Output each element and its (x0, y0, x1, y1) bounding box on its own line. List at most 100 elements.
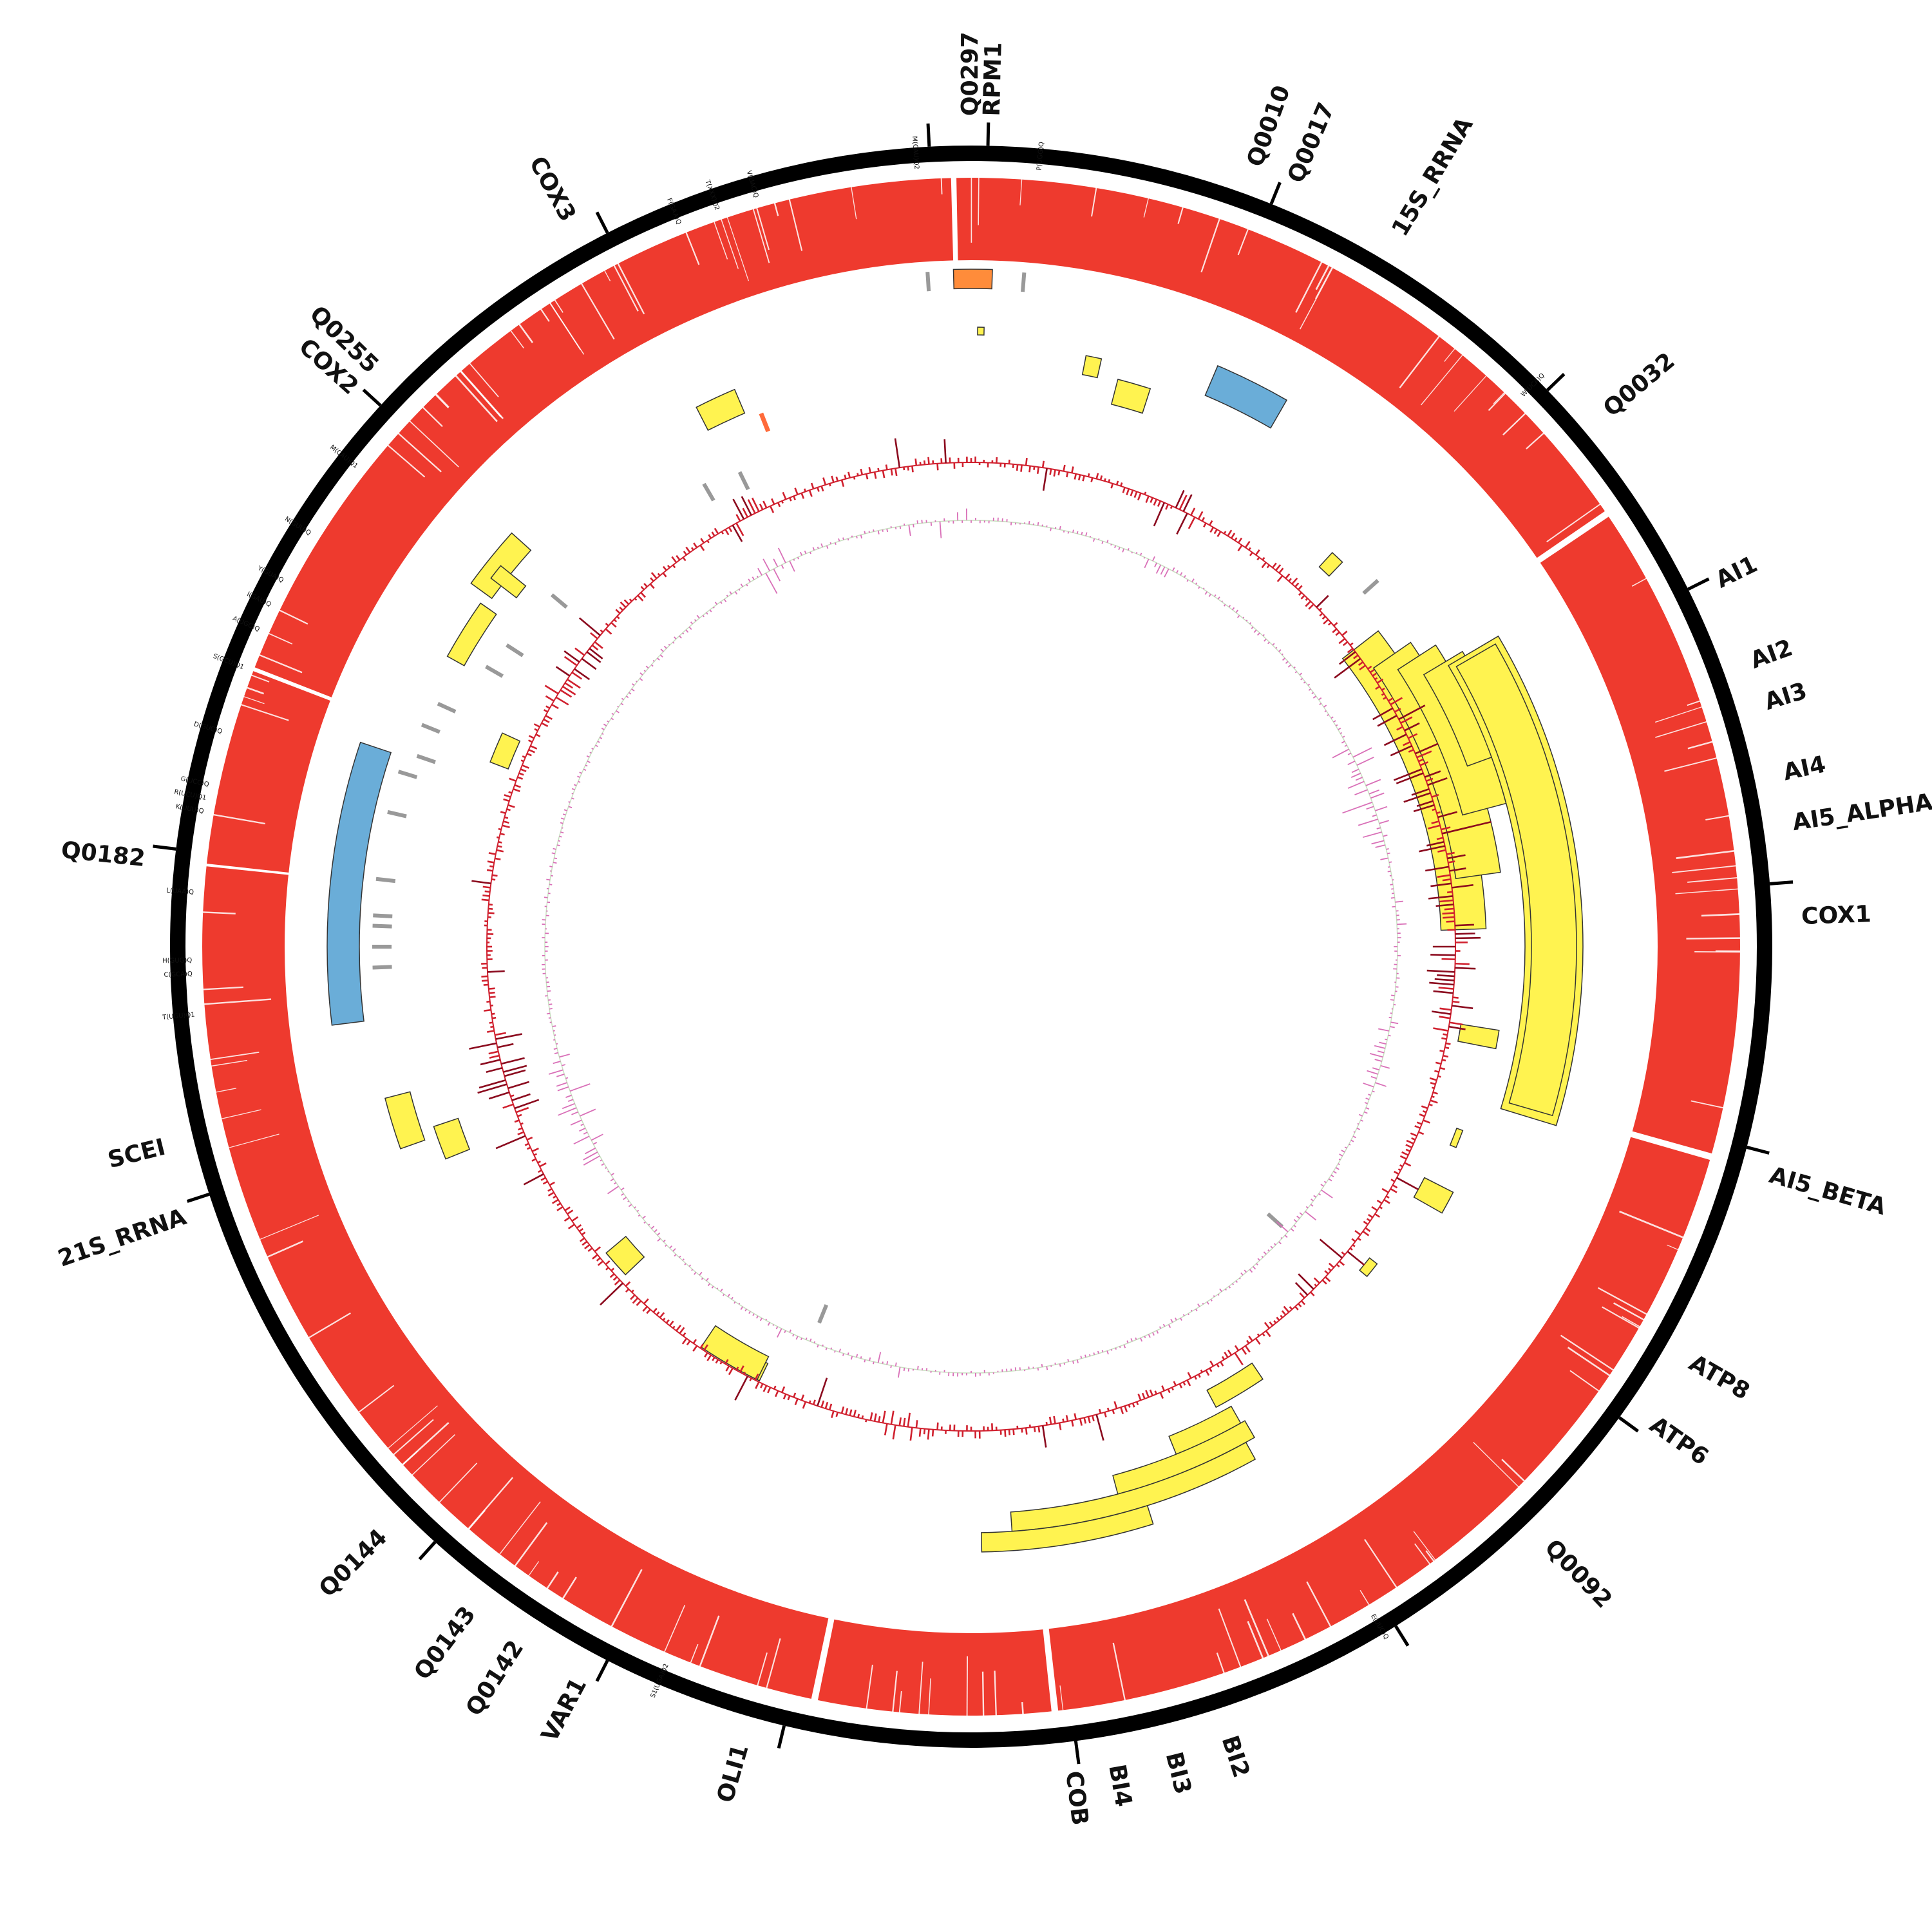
gc-skew-spike (907, 466, 909, 471)
gc-skew-spike (612, 1276, 618, 1281)
gc-content-spike (571, 793, 574, 795)
gc-content-spike (702, 614, 705, 618)
gc-skew-spike (1016, 464, 1019, 471)
gc-content-spike (748, 1311, 751, 1314)
gc-content-spike (1375, 844, 1386, 848)
gc-skew-spike (732, 498, 745, 520)
coverage-dip (1493, 391, 1506, 404)
gc-content-spike (625, 696, 629, 698)
gc-skew-spike (597, 1260, 604, 1266)
coverage-dip (1686, 937, 1741, 940)
coverage-dip (1619, 1210, 1685, 1239)
gc-skew-spike (507, 1081, 530, 1090)
gc-content-spike (1380, 857, 1388, 860)
coverage-dip (685, 231, 700, 265)
gc-content-spike (1379, 1041, 1387, 1045)
gc-content-spike (1208, 593, 1211, 598)
gc-skew-spike (1383, 1198, 1390, 1204)
gene-label: Q0017 (1283, 99, 1340, 187)
gc-content-spike (1175, 1317, 1177, 1321)
gc-content-spike (1313, 1195, 1317, 1198)
gene-label: Q0182 (60, 837, 146, 872)
feature-box (384, 1091, 426, 1150)
gc-content-track (542, 508, 1407, 1378)
gc-content-spike (797, 556, 799, 560)
gc-skew-spike (1426, 969, 1455, 973)
gc-skew-spike (1416, 800, 1434, 807)
gene-boundary-tick (926, 123, 931, 147)
coverage-dip (421, 406, 443, 428)
gc-content-spike (1097, 1350, 1099, 1354)
gc-skew-spike (662, 565, 667, 571)
gc-skew-spike (699, 544, 705, 551)
gc-skew-spike (1377, 715, 1397, 727)
gc-content-spike (1335, 1167, 1340, 1170)
gc-skew-spike (1276, 1316, 1280, 1321)
gc-content-spike (789, 560, 795, 572)
gc-skew-spike (1430, 1081, 1436, 1085)
gc-skew-spike (487, 1030, 495, 1033)
coverage-dip (850, 185, 857, 220)
gc-skew-spike (1182, 1381, 1186, 1386)
trna-tick (1362, 579, 1379, 595)
gc-skew-spike (1205, 1370, 1210, 1376)
gc-content-spike (756, 575, 759, 578)
gc-skew-spike (1255, 549, 1260, 556)
gc-skew-spike (1098, 1408, 1102, 1414)
gc-content-spike (842, 1353, 844, 1356)
gc-skew-spike (759, 504, 764, 510)
feature-box (489, 732, 521, 770)
gc-skew-spike (762, 500, 768, 509)
gc-skew-spike (564, 1206, 571, 1211)
gc-skew-spike (1327, 1267, 1332, 1272)
coverage-dip (214, 1088, 237, 1093)
gc-content-spike (1305, 1206, 1309, 1209)
gc-skew-spike (1209, 1360, 1215, 1367)
gc-skew-spike (1213, 529, 1218, 535)
gc-content-spike (560, 817, 565, 820)
gc-skew-spike (1419, 845, 1445, 853)
gc-content-spike (800, 1338, 802, 1340)
gc-content-spike (877, 1352, 882, 1363)
gc-content-spike (1370, 792, 1385, 799)
gc-skew-spike (1221, 1356, 1226, 1360)
gc-skew-spike (860, 468, 864, 475)
gc-skew-spike (1025, 1428, 1028, 1435)
gc-skew-spike (1278, 567, 1284, 574)
gc-skew-spike (1396, 772, 1424, 784)
coverage-dip (267, 632, 293, 645)
gc-skew-spike (615, 609, 621, 614)
coverage-dip (202, 986, 243, 990)
gc-content-spike (1188, 1313, 1189, 1316)
gc-content-spike (579, 772, 582, 774)
coverage-gap (1535, 510, 1610, 564)
gc-content-spike (1144, 558, 1150, 569)
gc-skew-spike (857, 473, 859, 477)
gc-skew-spike (1429, 981, 1454, 986)
gc-skew-spike (1403, 792, 1431, 803)
gc-content-spike (1338, 1159, 1341, 1160)
gc-skew-spike (545, 695, 554, 702)
gc-content-spike (1328, 1178, 1332, 1182)
gc-skew-spike (1145, 1390, 1150, 1398)
gc-skew-spike (1430, 1099, 1438, 1104)
coverage-dip (509, 329, 524, 348)
gene-label: AI3 (1761, 677, 1810, 715)
gc-content-spike (864, 531, 866, 535)
feature-track (327, 269, 1584, 1553)
gc-skew-spike (506, 808, 511, 811)
coverage-dip (690, 1643, 699, 1664)
gc-skew-spike (482, 894, 490, 897)
gc-skew-spike (802, 1401, 807, 1409)
gc-content-spike (583, 1151, 598, 1160)
gc-content-spike (1282, 658, 1285, 661)
gc-content-spike (631, 688, 635, 692)
gc-skew-spike (1427, 824, 1441, 829)
gc-content-spike (583, 1155, 600, 1166)
gc-content-spike (1235, 609, 1239, 613)
gc-skew-spike (919, 462, 922, 466)
gc-skew-spike (734, 1376, 748, 1401)
gc-skew-spike (1115, 480, 1119, 486)
gc-content-spike (1307, 683, 1311, 686)
gc-content-spike (740, 1306, 744, 1311)
